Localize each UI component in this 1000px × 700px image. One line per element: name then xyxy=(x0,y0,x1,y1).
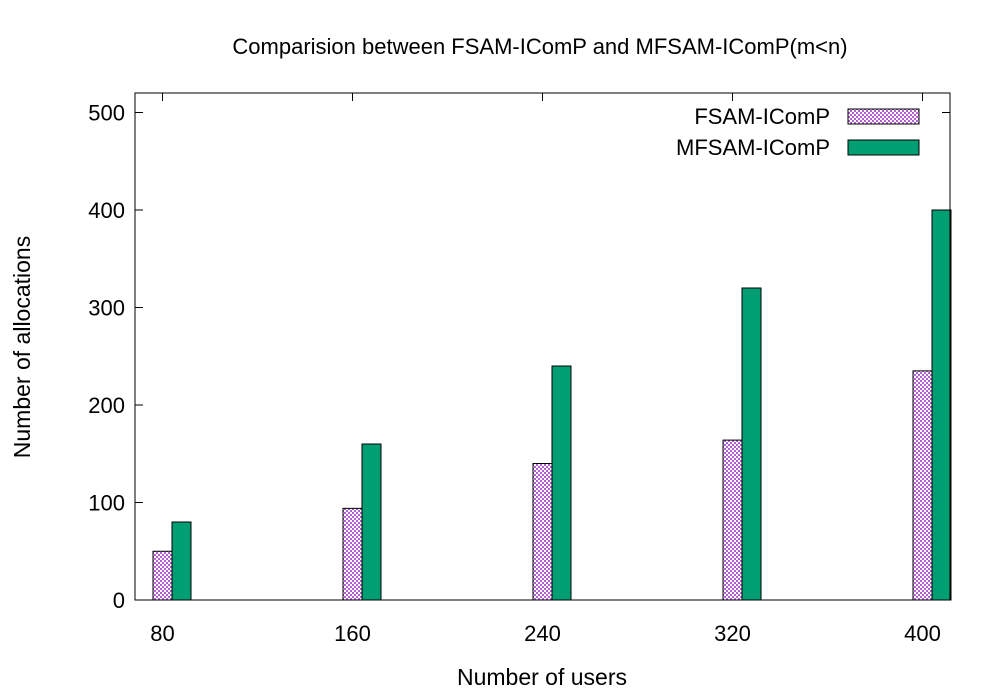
legend: FSAM-IComP MFSAM-IComP xyxy=(676,104,920,160)
y-tick-label: 400 xyxy=(88,198,125,223)
bar-mfsam-400 xyxy=(931,209,952,601)
x-tick-label: 80 xyxy=(150,621,174,646)
y-tick-label: 500 xyxy=(88,101,125,126)
y-tick-label: 200 xyxy=(88,393,125,418)
legend-label: FSAM-IComP xyxy=(694,104,830,129)
bar-fsam-240 xyxy=(532,463,553,601)
bar-mfsam-80 xyxy=(171,521,192,601)
bar-fsam-400 xyxy=(912,370,933,601)
x-tick-label: 400 xyxy=(904,621,941,646)
plot-frame xyxy=(134,92,951,601)
bar-fsam-160 xyxy=(342,507,363,601)
bar-mfsam-320 xyxy=(741,287,762,601)
bar-fsam-80 xyxy=(152,550,173,601)
x-tick-label: 320 xyxy=(714,621,751,646)
y-axis-label: Number of allocations xyxy=(9,236,35,458)
x-axis-label: Number of users xyxy=(457,664,627,690)
y-tick-label: 0 xyxy=(113,588,125,613)
y-tick-label: 100 xyxy=(88,491,125,516)
legend-swatch xyxy=(847,108,920,125)
x-tick-label: 160 xyxy=(334,621,371,646)
y-tick-label: 300 xyxy=(88,296,125,321)
legend-swatch xyxy=(847,139,920,156)
x-tick-label: 240 xyxy=(524,621,561,646)
bar-mfsam-160 xyxy=(361,443,382,601)
chart-title: Comparision between FSAM-IComP and MFSAM… xyxy=(232,34,847,59)
axis-ticks: 0 100 200 300 400 500 80 160 240 320 400 xyxy=(88,93,950,646)
bar-fsam-320 xyxy=(722,439,743,601)
bar-mfsam-240 xyxy=(551,365,572,601)
legend-label: MFSAM-IComP xyxy=(676,135,830,160)
bars xyxy=(152,209,952,601)
